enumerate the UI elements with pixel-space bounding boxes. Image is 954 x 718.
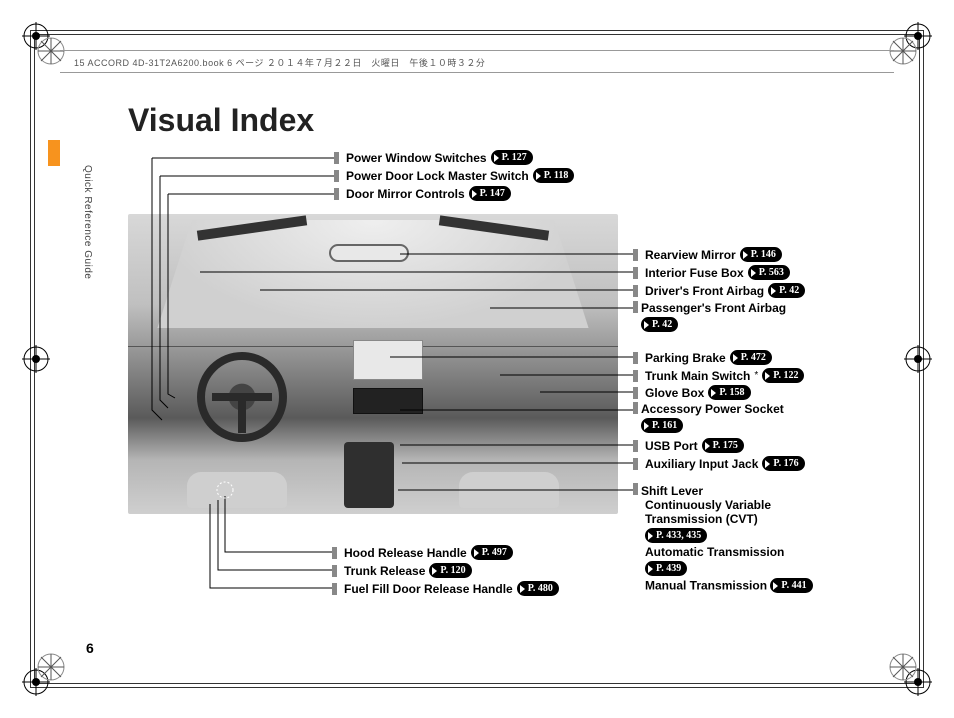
page-ref-badge[interactable]: P. 497 [471, 545, 513, 560]
callout-passengers-airbag: Passenger's Front Airbag P. 42 [633, 301, 786, 332]
tick-icon [633, 285, 638, 297]
tick-icon [633, 267, 638, 279]
header-rule [60, 72, 894, 73]
page-ref-badge[interactable]: P. 42 [768, 283, 805, 298]
tick-icon [633, 402, 638, 414]
page-ref-badge[interactable]: P. 146 [740, 247, 782, 262]
callout-hood-release: Hood Release Handle P. 497 [332, 545, 513, 560]
registration-star-icon [36, 36, 66, 66]
registration-star-icon [888, 652, 918, 682]
callout-interior-fuse-box: Interior Fuse Box P. 563 [633, 265, 790, 280]
page-title: Visual Index [128, 102, 314, 139]
callout-door-mirror-controls: Door Mirror Controls P. 147 [334, 186, 511, 201]
callout-trunk-release: Trunk Release P. 120 [332, 563, 472, 578]
tick-icon [332, 547, 337, 559]
page-ref-badge[interactable]: P. 42 [641, 317, 678, 332]
tick-icon [332, 565, 337, 577]
callout-power-door-lock: Power Door Lock Master Switch P. 118 [334, 168, 574, 183]
page-ref-badge[interactable]: P. 441 [770, 578, 812, 593]
callout-glove-box: Glove Box P. 158 [633, 385, 751, 400]
page-ref-badge[interactable]: P. 147 [469, 186, 511, 201]
tick-icon [633, 387, 638, 399]
callout-usb-port: USB Port P. 175 [633, 438, 744, 453]
tick-icon [334, 152, 339, 164]
tick-icon [633, 458, 638, 470]
page-ref-badge[interactable]: P. 122 [762, 368, 804, 383]
page-ref-badge[interactable]: P. 158 [708, 385, 750, 400]
callout-fuel-fill-door: Fuel Fill Door Release Handle P. 480 [332, 581, 559, 596]
callout-shift-lever: Shift Lever Continuously Variable Transm… [633, 483, 813, 593]
callout-power-window-switches: Power Window Switches P. 127 [334, 150, 533, 165]
page-ref-badge[interactable]: P. 439 [645, 561, 687, 576]
tick-icon [633, 370, 638, 382]
callout-rearview-mirror: Rearview Mirror P. 146 [633, 247, 782, 262]
callout-drivers-airbag: Driver's Front Airbag P. 42 [633, 283, 805, 298]
print-header-meta: 15 ACCORD 4D-31T2A6200.book 6 ページ ２０１４年７… [74, 56, 485, 69]
page-ref-badge[interactable]: P. 161 [641, 418, 683, 433]
tick-icon [633, 352, 638, 364]
page-ref-badge[interactable]: P. 472 [730, 350, 772, 365]
page-ref-badge[interactable]: P. 563 [748, 265, 790, 280]
registration-star-icon [36, 652, 66, 682]
tick-icon [633, 483, 638, 495]
registration-mark-icon [904, 345, 932, 373]
tick-icon [633, 249, 638, 261]
page-ref-badge[interactable]: P. 433, 435 [645, 528, 707, 543]
section-tab-label: Quick Reference Guide [82, 165, 93, 279]
registration-star-icon [888, 36, 918, 66]
page-ref-badge[interactable]: P. 175 [702, 438, 744, 453]
registration-mark-icon [22, 345, 50, 373]
page-ref-badge[interactable]: P. 127 [491, 150, 533, 165]
page-ref-badge[interactable]: P. 120 [429, 563, 471, 578]
footnote-star-icon: * [754, 370, 758, 381]
tick-icon [334, 188, 339, 200]
page-ref-badge[interactable]: P. 176 [762, 456, 804, 471]
header-rule [60, 50, 894, 51]
callout-aux-input-jack: Auxiliary Input Jack P. 176 [633, 456, 805, 471]
callout-accessory-power-socket: Accessory Power Socket P. 161 [633, 402, 784, 433]
page-number: 6 [86, 640, 94, 656]
callout-trunk-main-switch: Trunk Main Switch* P. 122 [633, 368, 804, 383]
page-ref-badge[interactable]: P. 480 [517, 581, 559, 596]
tick-icon [332, 583, 337, 595]
page-ref-badge[interactable]: P. 118 [533, 168, 575, 183]
tick-icon [633, 301, 638, 313]
accent-bar [48, 140, 60, 166]
dashboard-illustration [128, 214, 618, 514]
tick-icon [633, 440, 638, 452]
callout-parking-brake: Parking Brake P. 472 [633, 350, 772, 365]
tick-icon [334, 170, 339, 182]
